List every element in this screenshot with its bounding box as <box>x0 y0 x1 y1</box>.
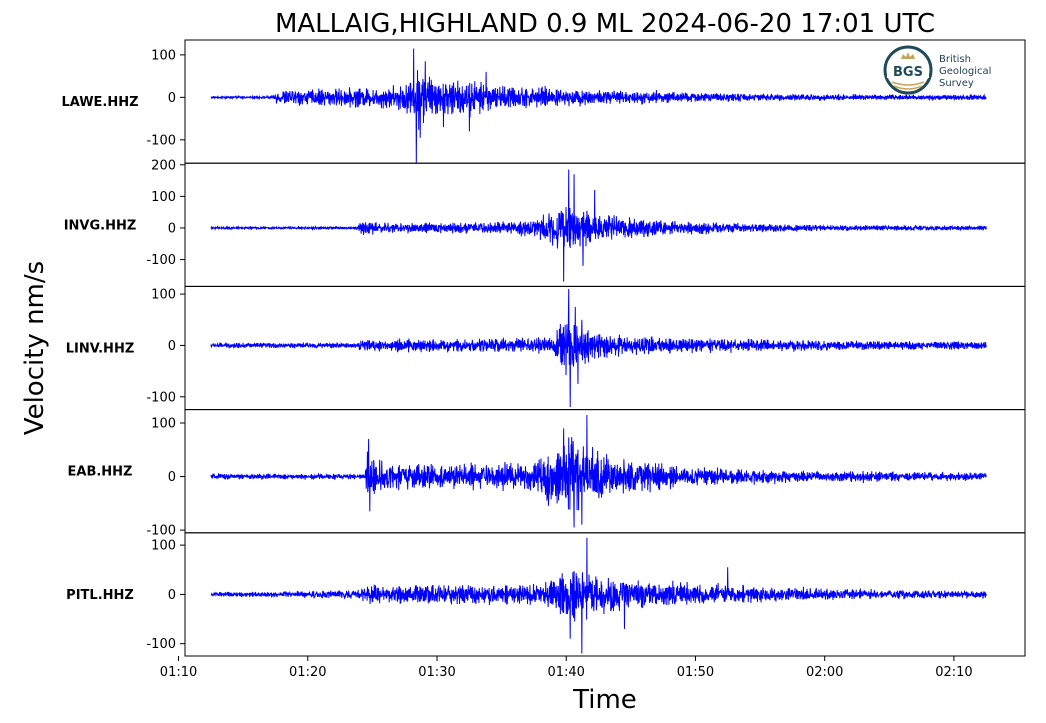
panel-eab-hhz: 100 0 -100 EAB.HHZ <box>68 409 1026 539</box>
waveform-trace <box>210 169 987 282</box>
x-tick-label: 02:10 <box>935 665 972 680</box>
y-axis-label: Velocity nm/s <box>20 261 50 435</box>
x-tick-label: 01:30 <box>418 665 455 680</box>
waveform-trace <box>210 48 987 164</box>
x-tick-label: 01:40 <box>547 665 584 680</box>
bgs-logo-line-1: British <box>939 54 971 65</box>
y-tick-label: 100 <box>151 416 176 431</box>
station-label: EAB.HHZ <box>68 465 133 480</box>
bgs-logo-line-3: Survey <box>939 78 974 89</box>
crown-icon <box>901 52 915 59</box>
station-panels: 100 0 -100 LAWE.HHZ 200 100 0 -100 INVG.HHZ 100 0 -… <box>61 39 1026 657</box>
panel-invg-hhz: 200 100 0 -100 INVG.HHZ <box>64 158 1026 287</box>
x-tick-label: 01:20 <box>289 665 326 680</box>
bgs-logo: BGS British Geological Survey <box>883 45 991 95</box>
panel-lawe-hhz: 100 0 -100 LAWE.HHZ <box>61 39 1026 164</box>
time-axis: 01:10 01:20 01:30 01:40 01:50 02:00 02:10 <box>160 656 973 680</box>
bgs-logo-band <box>887 65 929 78</box>
x-axis-label: Time <box>572 685 637 715</box>
station-label: PITL.HHZ <box>66 588 134 603</box>
x-tick-label: 01:10 <box>160 665 197 680</box>
y-tick-label: -100 <box>146 524 176 539</box>
waveform-trace <box>210 288 987 408</box>
y-tick-label: 0 <box>168 221 176 236</box>
y-tick-label: 100 <box>151 190 176 205</box>
y-tick-label: 100 <box>151 288 176 303</box>
station-label: LINV.HHZ <box>66 342 135 357</box>
y-tick-label: 0 <box>168 588 176 603</box>
bgs-logo-initials: BGS <box>893 65 923 80</box>
x-tick-label: 02:00 <box>806 665 843 680</box>
y-tick-label: -100 <box>146 253 176 268</box>
chart-title: MALLAIG,HIGHLAND 0.9 ML 2024-06-20 17:01… <box>275 9 935 39</box>
station-label: LAWE.HHZ <box>61 95 138 110</box>
y-tick-label: 0 <box>168 339 176 354</box>
station-label: INVG.HHZ <box>64 218 137 233</box>
y-tick-label: 0 <box>168 91 176 106</box>
panel-linv-hhz: 100 0 -100 LINV.HHZ <box>66 285 1026 411</box>
x-tick-label: 01:50 <box>677 665 714 680</box>
waveform-trace <box>210 537 987 654</box>
y-tick-label: 0 <box>168 470 176 485</box>
y-tick-label: -100 <box>146 133 176 148</box>
y-tick-label: -100 <box>146 390 176 405</box>
bgs-logo-line-2: Geological <box>939 66 991 77</box>
y-tick-label: 100 <box>151 539 176 554</box>
waveform-trace <box>210 414 987 528</box>
panel-pitl-hhz: 100 0 -100 PITL.HHZ <box>66 532 1026 657</box>
y-tick-label: -100 <box>146 637 176 652</box>
bgs-logo-waves-icon <box>891 81 925 90</box>
y-tick-label: 200 <box>151 158 176 173</box>
y-tick-label: 100 <box>151 48 176 63</box>
